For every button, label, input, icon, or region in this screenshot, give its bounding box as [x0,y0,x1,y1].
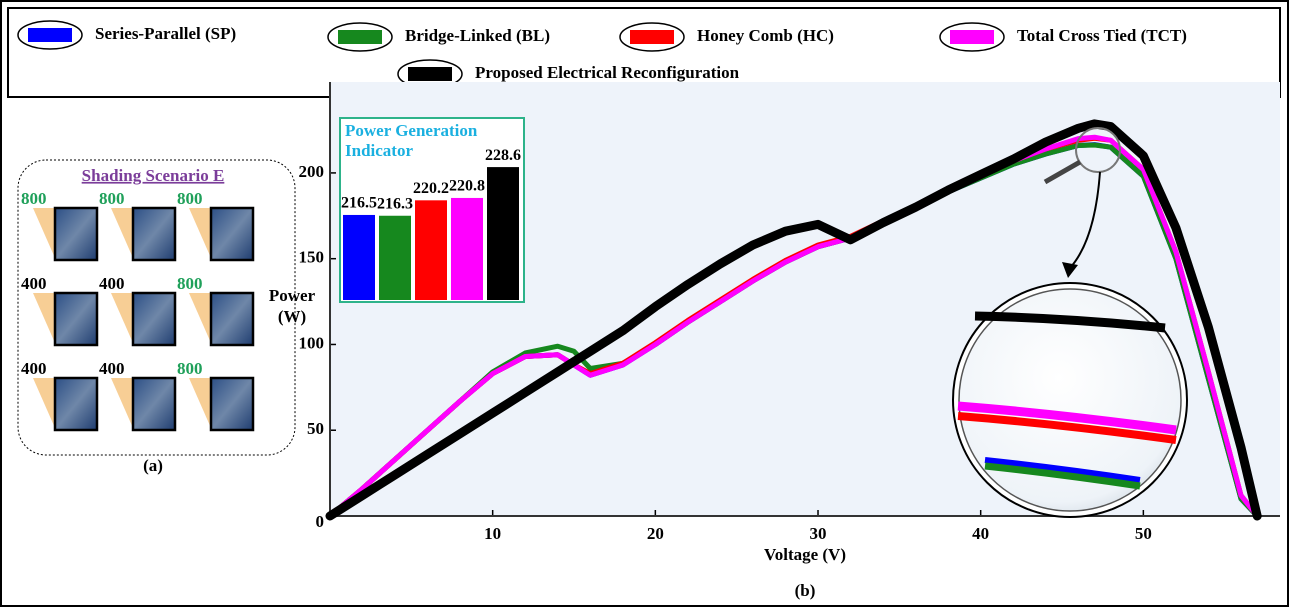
legend-swatch [28,28,72,42]
y-axis-label: Power [269,286,316,305]
irradiance-label: 800 [177,189,203,208]
x-tick-label: 30 [810,524,827,543]
inset-title: Indicator [345,141,413,160]
shading-panel: Shading Scenario E (a) 800 800 800 400 400 80… [18,160,295,475]
pv-module [133,293,175,345]
inset-title: Power Generation [345,121,478,140]
x-tick-label: 20 [647,524,664,543]
value-label: 220.8 [449,178,485,195]
legend-label: Series-Parallel (SP) [95,24,236,43]
y-tick-label: 200 [299,162,325,181]
pv-module [211,208,253,260]
panel-title: Shading Scenario E [82,166,225,185]
irradiance-label: 400 [21,274,47,293]
bar [379,216,411,300]
legend-label: Bridge-Linked (BL) [405,26,550,45]
panel-label: (a) [143,456,163,475]
legend-label: Proposed Electrical Reconfiguration [475,63,740,82]
x-tick-label: 40 [972,524,989,543]
pv-module [133,378,175,430]
x-axis-label: Voltage (V) [764,545,846,564]
bar [451,198,483,300]
y-tick-label: 50 [307,419,324,438]
irradiance-label: 800 [99,189,125,208]
pv-module [55,208,97,260]
legend-label: Honey Comb (HC) [697,26,834,45]
legend-label: Total Cross Tied (TCT) [1017,26,1187,45]
irradiance-label: 400 [99,359,125,378]
y-tick-label: 150 [299,248,325,267]
irradiance-label: 800 [177,274,203,293]
legend-swatch [950,30,994,44]
y-tick-label: 100 [299,333,325,352]
bar [415,200,447,300]
pv-module [55,293,97,345]
bar [343,215,375,300]
pv-module [55,378,97,430]
irradiance-label: 800 [21,189,47,208]
figure: Series-Parallel (SP) Bridge-Linked (BL) Ho… [0,0,1289,608]
pv-module [133,208,175,260]
irradiance-label: 800 [177,359,203,378]
value-label: 228.6 [485,147,521,164]
legend-swatch [338,30,382,44]
irradiance-label: 400 [99,274,125,293]
pv-module [211,378,253,430]
x-tick-label: 50 [1135,524,1152,543]
value-label: 216.3 [377,195,413,212]
legend-swatch [408,67,452,81]
value-label: 216.5 [341,195,377,212]
y-tick-label: 0 [316,512,325,531]
value-label: 220.2 [413,180,449,197]
bar [487,167,519,300]
x-tick-label: 10 [484,524,501,543]
panel-label: (b) [795,581,816,600]
pv-module [211,293,253,345]
legend-swatch [630,30,674,44]
y-axis-label: (W) [278,307,306,326]
irradiance-label: 400 [21,359,47,378]
